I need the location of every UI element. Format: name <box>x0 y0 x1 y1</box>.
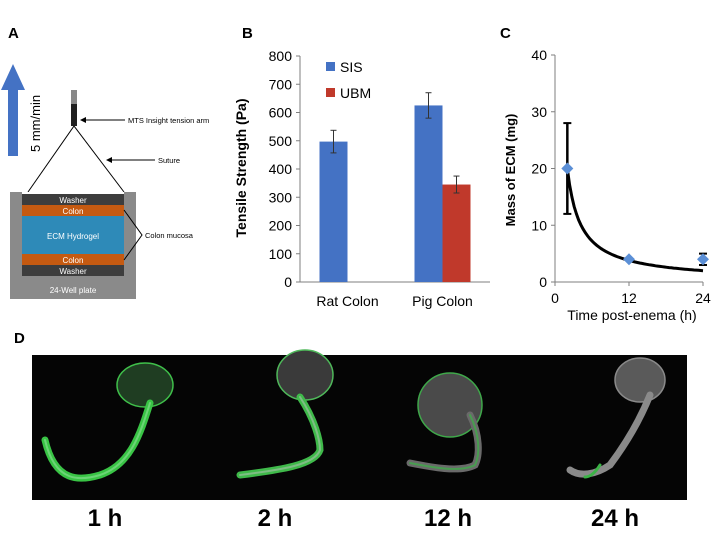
chart-b-y-tick-label: 600 <box>269 105 293 121</box>
tensile-setup-diagram: 5 mm/min MTS Insight tension arm Suture … <box>1 64 209 299</box>
panel-letter-b: B <box>242 25 253 42</box>
chart-b-legend-swatch-ubm <box>326 88 335 97</box>
colon-mucosa-label: Colon mucosa <box>145 231 194 240</box>
chart-b-y-tick-label: 700 <box>269 76 293 92</box>
layer-washer-top-label: Washer <box>59 196 87 205</box>
chart-b-legend-label-ubm: UBM <box>340 85 371 101</box>
layer-ecm-hydrogel: ECM Hydrogel <box>22 216 124 254</box>
chart-c-x-tick-label: 12 <box>621 290 637 306</box>
tissue-image-2h <box>236 349 334 479</box>
panel-letter-c: C <box>500 25 511 42</box>
layer-colon-top: Colon <box>22 205 124 216</box>
chart-c-fit-curve <box>565 168 704 273</box>
time-label-24h: 24 h <box>590 505 640 532</box>
chart-b-y-axis-title: Tensile Strength (Pa) <box>233 99 249 238</box>
panel-letter-a: A <box>8 25 19 42</box>
chart-b-legend-label-sis: SIS <box>340 59 363 75</box>
tissue-image-12h <box>406 372 483 473</box>
chart-b-legend-swatch-sis <box>326 62 335 71</box>
tension-arm <box>71 90 77 126</box>
chart-c-data-point <box>623 253 635 266</box>
chart-c-y-tick-label: 40 <box>531 47 547 63</box>
suture-right <box>73 125 125 193</box>
fluorescence-image-strip <box>32 349 687 500</box>
time-label-12h: 12 h <box>423 505 473 532</box>
chart-c-data-point <box>561 162 574 175</box>
chart-c-axes: 0 10 20 30 40 0 12 24 <box>531 47 711 306</box>
layer-colon-bottom-label: Colon <box>63 256 84 265</box>
chart-c-y-tick-label: 30 <box>531 104 547 120</box>
mucosa-bracket <box>123 209 143 261</box>
pull-direction-arrow <box>1 64 25 156</box>
chart-c-y-tick-label: 10 <box>531 217 547 233</box>
suture-label: Suture <box>158 156 180 165</box>
chart-b-legend: SIS UBM <box>326 59 371 101</box>
chart-c-x-axis-title: Time post-enema (h) <box>567 307 696 323</box>
chart-c-trendline <box>565 168 704 273</box>
time-label-1h: 1 h <box>87 505 123 532</box>
tensile-strength-chart: 0 100 200 300 400 500 600 700 800 Rat Colon Pig Co… <box>233 48 490 309</box>
chart-b-x-tick-label: Pig Colon <box>412 293 473 309</box>
pull-speed-label: 5 mm/min <box>28 95 43 152</box>
chart-b-y-tick-label: 500 <box>269 133 293 149</box>
tension-arm-pointer-head <box>80 117 86 123</box>
layer-colon-top-label: Colon <box>63 207 84 216</box>
chart-b-y-tick-label: 200 <box>269 218 293 234</box>
chart-b-bar-sis <box>319 141 348 282</box>
ecm-mass-chart: 0 10 20 30 40 0 12 24 Mass of ECM (mg) Time pos… <box>503 47 711 323</box>
chart-b-axes: 0 100 200 300 400 500 600 700 800 Rat Colon Pig Co… <box>269 48 490 309</box>
layer-washer-top: Washer <box>22 194 124 205</box>
suture-left <box>27 125 75 193</box>
chart-c-data-point <box>697 253 709 266</box>
chart-b-y-tick-label: 300 <box>269 189 293 205</box>
chart-c-y-axis-title: Mass of ECM (mg) <box>503 114 518 227</box>
chart-c-y-tick-label: 0 <box>539 274 547 290</box>
layer-colon-bottom: Colon <box>22 254 124 265</box>
chart-c-points <box>561 122 709 266</box>
chart-b-y-tick-label: 400 <box>269 161 293 177</box>
chart-b-bar-sis <box>414 105 443 282</box>
layer-ecm-hydrogel-label: ECM Hydrogel <box>47 232 99 241</box>
layer-washer-bottom-label: Washer <box>59 267 87 276</box>
chart-b-x-tick-label: Rat Colon <box>316 293 378 309</box>
tissue-image-24h <box>566 357 666 479</box>
chart-b-y-tick-label: 800 <box>269 48 293 64</box>
chart-b-bars <box>319 92 471 282</box>
chart-b-y-tick-label: 0 <box>284 274 292 290</box>
tissue-image-1h <box>41 362 174 482</box>
chart-c-x-tick-label: 24 <box>695 290 711 306</box>
chart-b-bar-ubm <box>442 184 471 282</box>
chart-c-y-tick-label: 20 <box>531 161 547 177</box>
panel-letter-d: D <box>14 330 25 347</box>
layer-washer-bottom: Washer <box>22 265 124 276</box>
tension-arm-label: MTS Insight tension arm <box>128 116 209 125</box>
time-label-2h: 2 h <box>257 505 293 532</box>
well-plate-label: 24-Well plate <box>50 286 97 295</box>
chart-c-x-tick-label: 0 <box>551 290 559 306</box>
suture-pointer-head <box>106 157 112 163</box>
chart-b-y-tick-label: 100 <box>269 246 293 262</box>
